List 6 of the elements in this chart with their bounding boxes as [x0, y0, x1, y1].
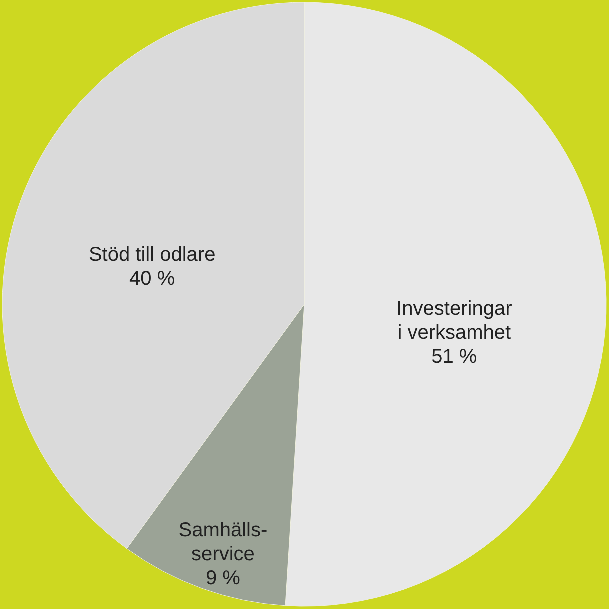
data-label: 51 % [432, 346, 478, 368]
data-label: 9 % [206, 567, 241, 590]
slice-label: Investeringar i verksamhet [396, 298, 513, 344]
slice-label: Samhälls- service [178, 519, 268, 566]
data-label: 40 % [130, 268, 176, 290]
slice-label: Stöd till odlare [88, 244, 216, 266]
